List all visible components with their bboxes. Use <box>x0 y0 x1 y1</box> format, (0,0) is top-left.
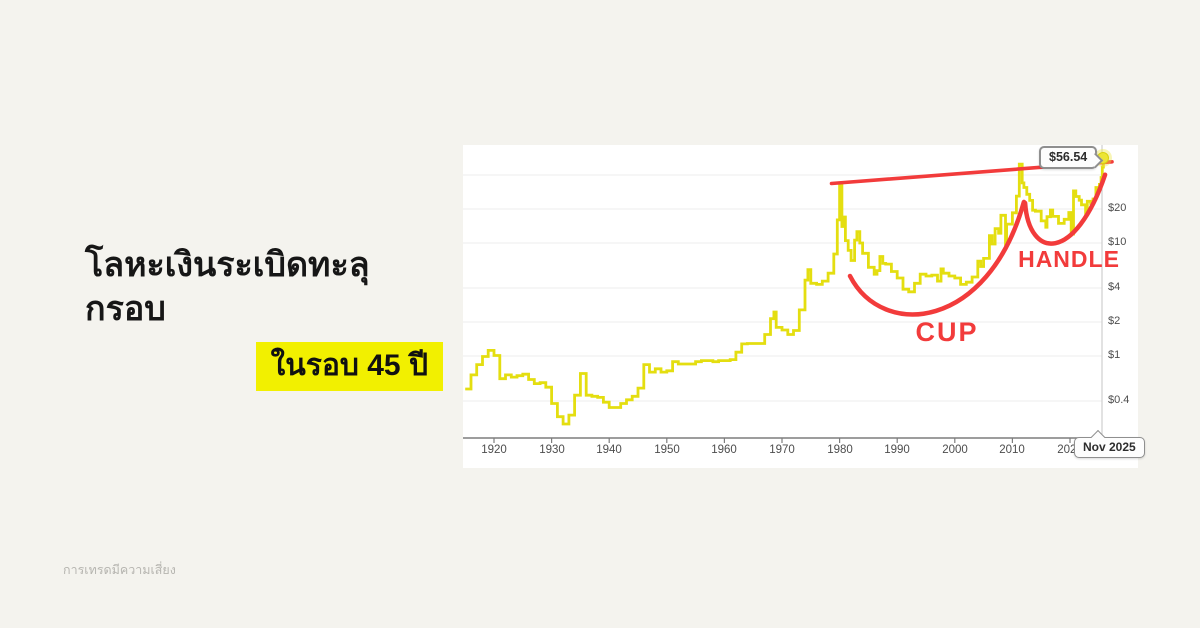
x-tick-label: 1990 <box>884 444 910 456</box>
risk-disclaimer: การเทรดมีความเสี่ยง <box>63 563 176 577</box>
price-chart-svg <box>463 145 1114 443</box>
silver-price-chart-panel: $20 $10 $4 $2 $1 $0.4 1920 1930 1940 1950 1960 197… <box>463 145 1145 468</box>
x-tick-label: 1940 <box>596 444 622 456</box>
headline-highlight: ในรอบ 45 ปี <box>255 342 443 392</box>
silver-price-line <box>465 158 1105 426</box>
x-tick-label: 2000 <box>942 444 968 456</box>
last-date-tooltip: Nov 2025 <box>1074 429 1145 458</box>
x-tick-label: 2010 <box>999 444 1025 456</box>
headline-block: โลหะเงินระเบิดทะลุกรอบ ในรอบ 45 ปี <box>85 243 443 392</box>
x-tick-label: 1970 <box>769 444 795 456</box>
y-tick-label: $20 <box>1108 202 1127 214</box>
x-tick-label: 1920 <box>481 444 507 456</box>
cup-annotation-label: CUP <box>915 317 979 347</box>
headline-line1: โลหะเงินระเบิดทะลุกรอบ <box>85 246 370 329</box>
handle-curve <box>1022 172 1108 246</box>
x-tick-label: 1950 <box>654 444 680 456</box>
headline-line2-wrap: ในรอบ 45 ปี <box>85 342 443 392</box>
x-tick-label: 1930 <box>539 444 565 456</box>
x-tick-label: 1960 <box>711 444 737 456</box>
y-tick-label: $2 <box>1108 315 1121 327</box>
cup-curve <box>847 199 1027 317</box>
handle-annotation-label: HANDLE <box>1018 246 1120 272</box>
last-price-value: $56.54 <box>1049 150 1088 164</box>
y-tick-label: $0.4 <box>1108 394 1130 406</box>
last-price-tooltip: $56.54 <box>1039 146 1104 169</box>
x-tick-label: 1980 <box>827 444 853 456</box>
y-tick-label: $1 <box>1108 349 1121 361</box>
last-date-value: Nov 2025 <box>1083 440 1136 454</box>
y-tick-label: $4 <box>1108 281 1121 293</box>
y-tick-label: $10 <box>1108 236 1127 248</box>
